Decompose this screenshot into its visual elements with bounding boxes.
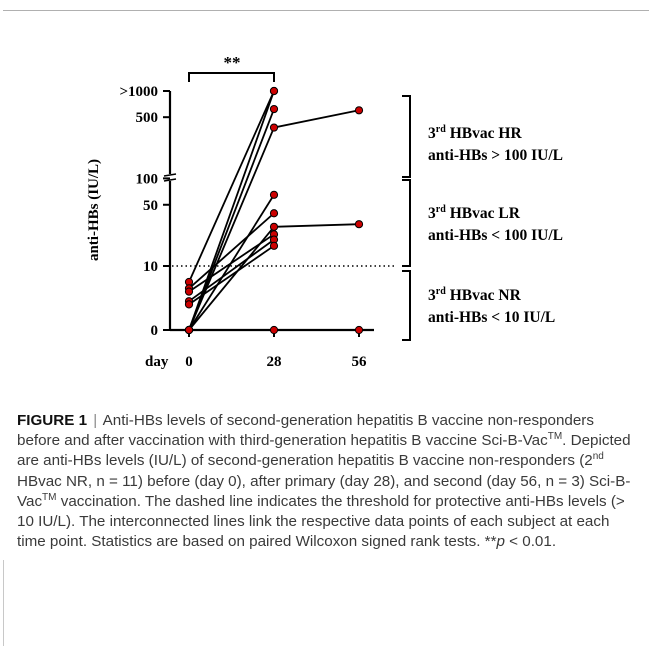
- data-point: [354, 325, 364, 335]
- y-tick-label: 0: [151, 323, 159, 339]
- caption-text: Anti-HBs levels of second-generation hep…: [17, 412, 594, 450]
- data-point: [354, 106, 364, 115]
- group-label-nr: 3rd HBvac NR: [428, 286, 522, 304]
- subject-points: [184, 86, 364, 335]
- caption-text: . Depicted are anti-HBs levels (IU/L) of…: [17, 432, 631, 470]
- y-tick-label: 100: [136, 171, 159, 187]
- x-tick-label: 28: [267, 354, 282, 370]
- y-tick-label: >1000: [119, 84, 158, 100]
- significance-label: **: [224, 53, 241, 72]
- subject-line: [188, 233, 275, 293]
- subject-line: [188, 90, 275, 283]
- group-bracket-hr: [402, 95, 411, 178]
- x-tick-label: 0: [185, 354, 193, 370]
- data-point: [269, 190, 279, 199]
- data-point: [269, 222, 279, 231]
- data-point: [184, 300, 194, 309]
- subject-line: [188, 245, 275, 306]
- subject-line: [188, 238, 275, 302]
- axis-break-mark: [163, 173, 177, 182]
- data-point: [269, 104, 279, 114]
- subject-line: [273, 223, 360, 228]
- x-axis-label: day: [145, 354, 169, 370]
- x-tick-label: 56: [352, 354, 368, 370]
- y-tick-label: 500: [136, 110, 159, 126]
- group-sublabel-nr: anti-HBs < 10 IU/L: [428, 309, 555, 326]
- data-point: [269, 209, 279, 218]
- figure-top-rule: [3, 10, 649, 11]
- significance-bracket: [188, 72, 275, 82]
- p-symbol: p: [496, 533, 505, 551]
- trademark: TM: [547, 431, 563, 443]
- subject-line: [188, 90, 275, 331]
- caption-text: HBvac NR, n = 11) before (day 0), after …: [17, 472, 631, 510]
- data-point: [269, 123, 279, 132]
- data-point: [269, 86, 279, 96]
- subject-line: [188, 127, 275, 331]
- data-point: [184, 287, 194, 296]
- y-tick-label: 10: [143, 259, 158, 275]
- group-label-hr: 3rd HBvac HR: [428, 124, 522, 142]
- figure-caption: FIGURE 1 | Anti-HBs levels of second-gen…: [17, 411, 639, 552]
- data-point: [269, 241, 279, 250]
- group-sublabel-hr: anti-HBs > 100 IU/L: [428, 147, 563, 164]
- caption-text: vaccination. The dashed line indicates t…: [17, 492, 625, 551]
- ordinal-suffix: nd: [592, 451, 604, 463]
- y-axis-label: anti-HBs (IU/L): [86, 159, 102, 261]
- subject-line: [188, 108, 275, 331]
- group-bracket-nr: [402, 270, 411, 341]
- trademark: TM: [42, 491, 57, 503]
- group-bracket-lr: [402, 179, 411, 267]
- caption-text: < 0.01.: [504, 533, 557, 551]
- subject-line: [273, 109, 360, 129]
- figure-label: FIGURE 1: [17, 412, 88, 429]
- caption-separator: |: [93, 412, 98, 429]
- group-label-lr: 3rd HBvac LR: [428, 204, 521, 222]
- data-point: [354, 220, 364, 229]
- y-tick-label: 50: [143, 198, 158, 214]
- subject-line: [188, 212, 275, 290]
- x-ticks: 0 28 56: [185, 330, 367, 370]
- group-sublabel-lr: anti-HBs < 100 IU/L: [428, 227, 563, 244]
- data-point: [269, 325, 279, 335]
- caption-left-rule: [3, 560, 4, 646]
- subject-lines: [188, 90, 360, 331]
- data-point: [184, 325, 194, 335]
